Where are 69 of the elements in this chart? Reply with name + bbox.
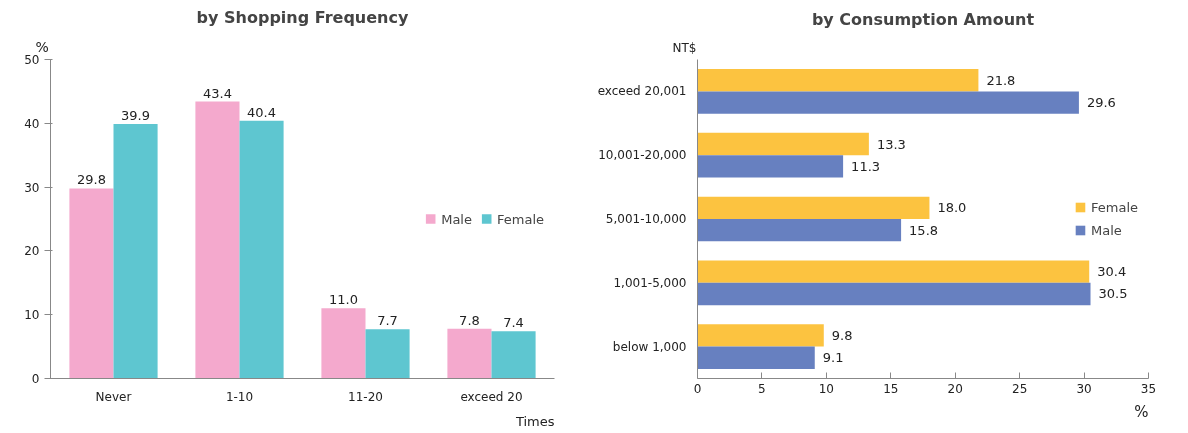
bar <box>697 132 869 156</box>
x-axis-title: Times <box>514 413 555 429</box>
y-tick-label: 20 <box>24 244 40 259</box>
legend-label: Male <box>1090 222 1122 238</box>
data-label: 7.4 <box>503 315 524 331</box>
x-axis-title: % <box>1134 402 1149 421</box>
y-tick-label: 1,001-5,000 <box>613 275 687 290</box>
data-label: 15.8 <box>909 222 939 238</box>
y-tick-label: 30 <box>24 180 40 195</box>
bar <box>491 331 536 379</box>
data-label: 11.3 <box>851 158 881 174</box>
legend-label: Female <box>1090 199 1138 215</box>
bar <box>697 324 824 347</box>
data-label: 7.8 <box>459 312 480 328</box>
y-tick-label: exceed 20,001 <box>597 84 687 99</box>
x-tick-label: 5 <box>758 381 766 396</box>
bar <box>697 196 930 219</box>
y-tick-label: 50 <box>24 53 40 67</box>
data-label: 18.0 <box>937 200 967 216</box>
data-label: 30.5 <box>1098 286 1128 302</box>
legend-label: Female <box>496 211 544 226</box>
bar <box>697 155 844 178</box>
data-label: 21.8 <box>986 72 1016 88</box>
bar <box>697 282 1091 306</box>
data-label: 9.8 <box>831 327 853 343</box>
bar <box>447 328 492 379</box>
bar <box>697 69 979 92</box>
x-tick-label: 25 <box>1012 381 1028 396</box>
data-label: 29.8 <box>76 172 106 188</box>
x-tick-label: 30 <box>1076 381 1092 396</box>
x-tick-label: 0 <box>693 381 702 396</box>
bar <box>697 91 1079 114</box>
data-label: 40.4 <box>247 104 277 120</box>
data-label: 13.3 <box>876 136 906 152</box>
y-tick-label: 10 <box>24 308 40 323</box>
y-axis-title: % <box>35 38 49 55</box>
bar <box>69 188 114 379</box>
data-label: 39.9 <box>121 107 151 123</box>
x-tick-label: exceed 20 <box>460 389 523 404</box>
x-tick-label: Never <box>95 389 132 404</box>
bar <box>697 260 1090 283</box>
bar <box>239 120 284 379</box>
bar <box>697 346 815 369</box>
bar <box>697 219 902 242</box>
y-tick-label: 5,001-10,000 <box>605 212 687 226</box>
legend-label: Male <box>441 211 472 226</box>
data-label: 30.4 <box>1097 264 1127 280</box>
data-label: 7.7 <box>377 313 398 329</box>
x-tick-label: 1-10 <box>225 389 254 404</box>
bar <box>113 123 158 379</box>
y-tick-label: 0 <box>31 372 40 386</box>
x-tick-label: 35 <box>1140 381 1157 396</box>
chart-title: by Shopping Frequency <box>196 7 409 27</box>
y-tick-label: below 1,000 <box>612 339 687 354</box>
y-axis-title: NT$ <box>672 40 697 55</box>
x-tick-label: 15 <box>883 381 899 396</box>
bar <box>321 308 366 379</box>
data-label: 11.0 <box>328 292 358 308</box>
data-label: 29.6 <box>1086 95 1116 111</box>
x-tick-label: 20 <box>947 381 963 396</box>
chart-title: by Consumption Amount <box>811 9 1035 29</box>
x-tick-label: 11-20 <box>348 389 383 404</box>
bar <box>195 101 240 379</box>
data-label: 9.1 <box>822 350 844 366</box>
y-tick-label: 40 <box>24 116 40 131</box>
bar <box>365 329 410 379</box>
data-label: 43.4 <box>202 85 232 101</box>
y-tick-label: 10,001-20,000 <box>598 148 687 163</box>
x-tick-label: 10 <box>818 381 834 396</box>
